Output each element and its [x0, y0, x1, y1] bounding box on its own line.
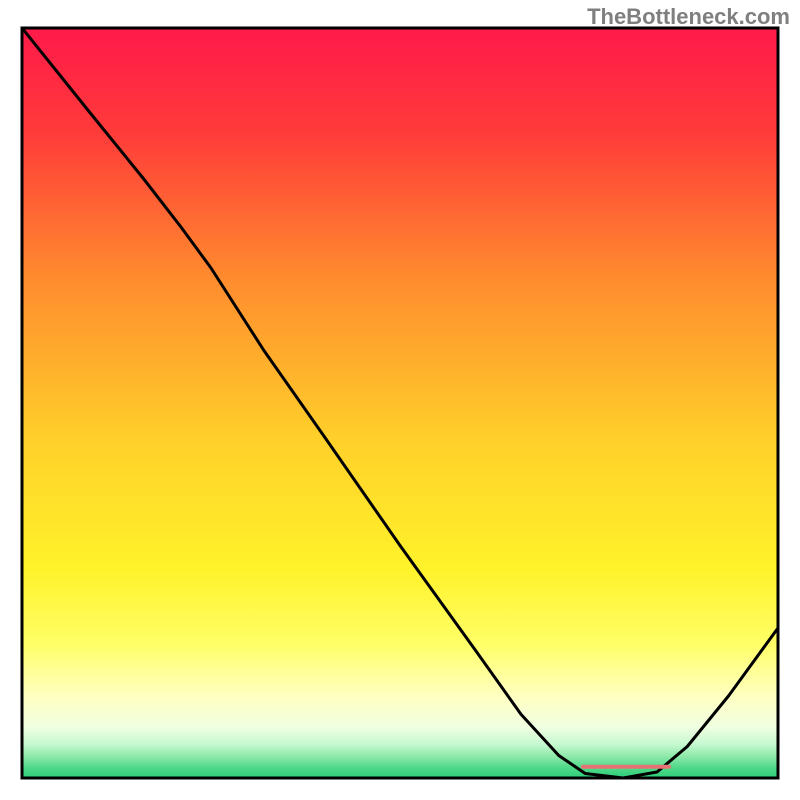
watermark-text: TheBottleneck.com	[587, 4, 790, 30]
gradient-background	[22, 28, 778, 778]
bottleneck-chart	[0, 0, 800, 800]
